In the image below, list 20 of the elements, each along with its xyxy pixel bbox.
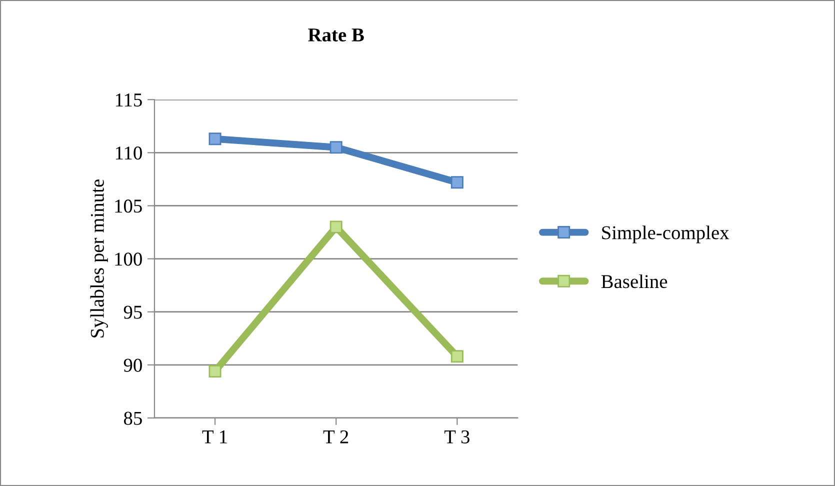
x-tick-label: T 1 — [202, 430, 227, 444]
y-tick-label: 115 — [116, 94, 142, 107]
legend-label: Simple-complex — [602, 226, 730, 244]
point — [450, 350, 464, 363]
y-tick-label: 95 — [124, 306, 142, 319]
point — [330, 141, 342, 154]
legend-label: Baseline — [601, 274, 668, 288]
point — [330, 220, 342, 234]
x-tick-label: T 2 — [323, 430, 348, 444]
y-tick-label: 110 — [116, 146, 142, 160]
y-tick-label: 100 — [115, 252, 142, 266]
x-tick-label: T 3 — [444, 430, 470, 444]
point — [208, 132, 222, 146]
point — [450, 176, 464, 189]
y-axis-title: Syllables per minute — [90, 180, 108, 338]
y-tick-label: 105 — [115, 200, 142, 213]
y-tick-label: 90 — [124, 358, 142, 372]
y-tick-label: 85 — [124, 412, 142, 425]
point — [208, 365, 222, 378]
chart-title: Rate B — [308, 28, 364, 42]
